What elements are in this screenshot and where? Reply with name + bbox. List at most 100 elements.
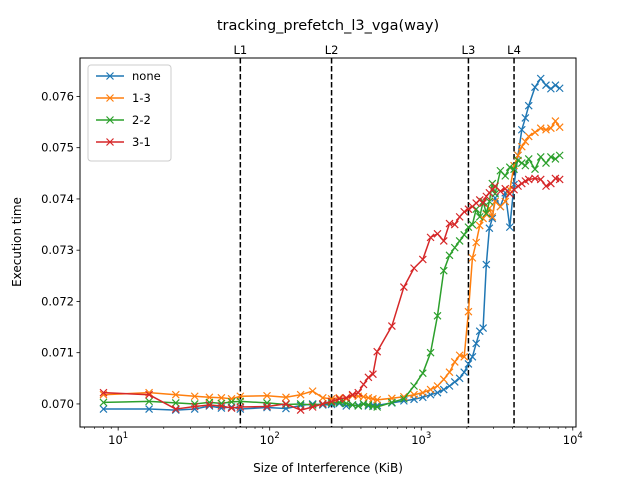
data-point-none [482, 260, 491, 269]
x-tick-label: 103 [411, 431, 431, 447]
data-point-none [505, 223, 514, 232]
data-point-2-2 [482, 209, 491, 218]
data-point-none [464, 360, 473, 368]
data-point-none [542, 81, 550, 90]
data-point-2-2 [410, 382, 418, 390]
data-point-none [468, 352, 477, 361]
x-tick-label: 104 [563, 431, 583, 447]
series-line-2-2 [103, 154, 561, 408]
data-point-1-3 [426, 385, 435, 394]
data-point-2-2 [455, 237, 464, 245]
data-point-none [439, 385, 448, 394]
data-point-none [521, 114, 530, 122]
data-point-2-2 [468, 220, 477, 229]
data-point-2-2 [460, 230, 469, 239]
data-point-2-2 [472, 205, 481, 214]
vline-label-l3: L3 [462, 43, 476, 57]
data-point-none [488, 214, 497, 223]
data-point-3-1 [496, 187, 505, 196]
legend: none 1-3 2-2 3-1 [87, 64, 172, 162]
data-point-3-1 [354, 388, 363, 397]
data-point-2-2 [354, 402, 363, 410]
data-point-2-2 [227, 397, 236, 406]
data-point-3-1 [282, 400, 290, 408]
data-point-3-1 [217, 402, 226, 410]
vline-label-l2: L2 [325, 43, 339, 57]
data-point-none [531, 83, 539, 92]
data-point-2-2 [464, 223, 473, 232]
legend-label-1-3: 1-3 [132, 91, 151, 105]
data-point-3-1 [517, 179, 526, 188]
data-point-none [485, 224, 494, 233]
data-point-2-2 [445, 251, 454, 260]
data-point-none [99, 405, 108, 413]
data-point-3-1 [335, 394, 344, 403]
data-point-none [205, 402, 214, 410]
data-point-1-3 [536, 124, 545, 133]
data-point-3-1 [479, 199, 488, 207]
data-point-3-1 [327, 397, 336, 406]
data-point-1-3 [555, 123, 564, 132]
x-tick-label: 101 [108, 431, 128, 447]
data-point-3-1 [555, 175, 564, 184]
data-point-none [555, 84, 564, 93]
data-point-1-3 [531, 128, 539, 137]
data-point-2-2 [373, 403, 382, 411]
data-point-2-2 [536, 152, 545, 161]
data-point-1-3 [475, 221, 484, 230]
plot-area: L1 L2 L3 L4 [99, 43, 564, 427]
data-point-3-1 [171, 405, 180, 413]
data-point-3-1 [387, 322, 396, 330]
data-point-1-3 [464, 307, 473, 316]
data-point-3-1 [460, 207, 469, 216]
data-point-3-1 [296, 406, 305, 415]
y-tick-label: 0.073 [41, 243, 74, 257]
data-point-none [460, 368, 469, 377]
data-point-none [536, 74, 545, 83]
data-point-2-2 [501, 171, 510, 180]
y-axis-label: Execution time [10, 197, 24, 287]
data-point-2-2 [439, 266, 448, 275]
data-point-3-1 [227, 404, 236, 412]
data-point-2-2 [514, 156, 522, 165]
data-point-1-3 [472, 238, 481, 247]
data-point-1-3 [296, 390, 305, 399]
data-point-2-2 [399, 394, 408, 403]
data-point-2-2 [485, 197, 494, 206]
vline-label-l4: L4 [507, 43, 521, 57]
data-point-1-3 [282, 393, 290, 402]
legend-marker-2-2 [106, 116, 114, 124]
data-point-1-3 [524, 132, 533, 141]
data-point-2-2 [531, 165, 539, 174]
data-point-2-2 [521, 161, 530, 170]
data-point-3-1 [450, 220, 459, 229]
data-point-1-3 [546, 124, 555, 133]
data-point-3-1 [348, 390, 357, 399]
data-point-none [445, 382, 454, 390]
data-point-3-1 [369, 370, 377, 379]
data-point-2-2 [99, 398, 108, 407]
data-point-2-2 [517, 159, 526, 167]
data-point-2-2 [296, 400, 305, 408]
data-point-2-2 [510, 165, 518, 174]
data-point-2-2 [450, 243, 459, 252]
legend-marker-1-3 [106, 94, 114, 102]
data-point-3-1 [342, 393, 351, 402]
data-point-2-2 [263, 398, 271, 407]
legend-box [87, 64, 172, 162]
data-point-3-1 [190, 402, 199, 411]
data-point-1-3 [190, 392, 199, 401]
data-point-1-3 [418, 388, 427, 397]
data-point-3-1 [418, 255, 427, 264]
y-tick-label: 0.071 [41, 346, 74, 360]
data-point-1-3 [263, 391, 271, 400]
data-point-1-3 [517, 142, 526, 151]
legend-label-2-2: 2-2 [132, 113, 151, 127]
data-point-3-1 [359, 380, 368, 389]
data-point-1-3 [450, 357, 459, 366]
x-tick-label: 102 [260, 431, 280, 447]
x-axis: 101 102 103 104 [84, 427, 583, 447]
data-point-3-1 [308, 403, 317, 411]
data-point-1-3 [501, 197, 510, 206]
